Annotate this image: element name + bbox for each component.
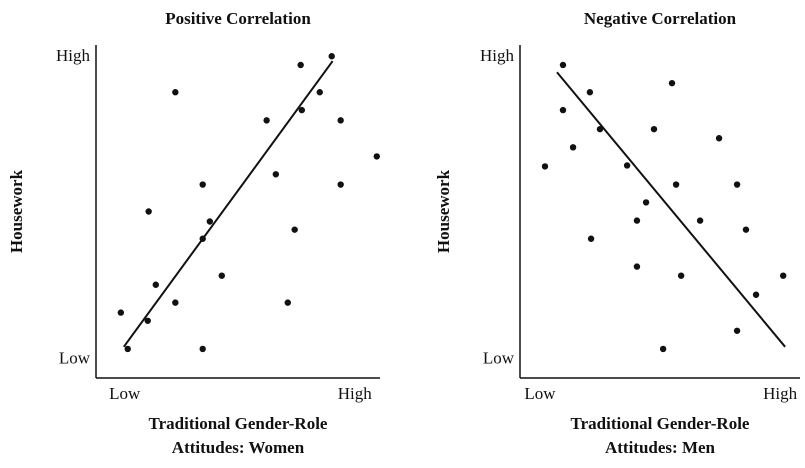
data-point [316, 89, 323, 96]
data-point [298, 106, 306, 114]
data-point [218, 272, 225, 279]
x-axis-label: Traditional Gender-Role [571, 414, 750, 433]
data-point [541, 163, 549, 170]
data-point [696, 217, 704, 224]
data-point [677, 272, 685, 279]
data-point [559, 106, 567, 114]
data-point [650, 125, 658, 133]
x-tick-label: High [338, 384, 373, 403]
data-point [596, 125, 604, 133]
data-point [263, 117, 270, 124]
data-point [124, 345, 131, 353]
data-point [272, 171, 280, 178]
data-point [145, 208, 152, 215]
y-tick-label: Low [59, 349, 91, 368]
data-point [291, 226, 298, 233]
data-point [742, 226, 750, 233]
data-point [672, 181, 680, 188]
trend-line [556, 71, 786, 348]
x-axis-label: Attitudes: Men [605, 438, 716, 457]
data-point [172, 299, 179, 306]
data-point [337, 117, 344, 124]
data-point [733, 327, 741, 334]
data-point [668, 79, 676, 87]
data-point [569, 144, 577, 151]
data-point [586, 89, 594, 96]
x-tick-label: Low [524, 384, 556, 403]
data-point [144, 317, 151, 324]
y-axis-label: Housework [7, 169, 26, 253]
data-point [752, 291, 760, 298]
chart-title: Negative Correlation [584, 9, 737, 28]
y-tick-label: Low [483, 349, 515, 368]
x-tick-label: Low [109, 384, 141, 403]
y-axis-label: Housework [434, 169, 453, 253]
data-point [587, 235, 595, 242]
data-point [297, 61, 304, 69]
chart-title: Positive Correlation [165, 9, 311, 28]
data-point [642, 199, 650, 206]
data-point [633, 263, 641, 270]
data-point [623, 162, 631, 169]
y-tick-label: High [56, 46, 91, 65]
trend-line [123, 60, 334, 348]
data-point [206, 218, 214, 225]
data-point [199, 181, 206, 188]
data-point [559, 61, 567, 69]
data-point [779, 272, 787, 279]
data-point [633, 217, 641, 224]
x-axis-label: Attitudes: Women [172, 438, 305, 457]
data-point [733, 181, 741, 188]
data-point [117, 309, 125, 316]
data-point [284, 299, 291, 306]
data-point [328, 53, 335, 60]
data-point [659, 345, 667, 353]
data-point [199, 235, 206, 242]
y-tick-label: High [480, 46, 515, 65]
data-point [337, 181, 344, 188]
data-point [152, 281, 159, 288]
data-point [199, 345, 206, 353]
data-point [172, 89, 179, 96]
x-tick-label: High [763, 384, 798, 403]
x-axis-label: Traditional Gender-Role [149, 414, 328, 433]
data-point [715, 135, 723, 142]
data-point [373, 153, 380, 160]
